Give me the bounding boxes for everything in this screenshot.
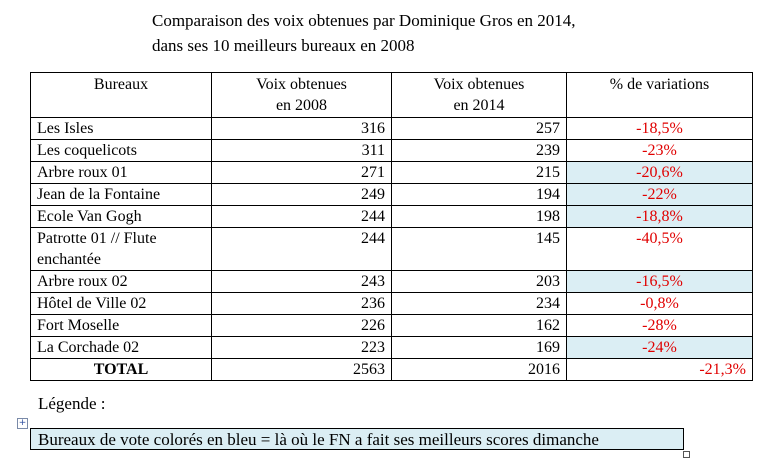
cell-voix-2008: 311 <box>211 139 392 162</box>
document-title: Comparaison des voix obtenues par Domini… <box>152 8 576 58</box>
cell-variation-highlighted: -24% <box>566 336 753 359</box>
cell-bureau: Arbre roux 01 <box>30 161 212 184</box>
total-row: TOTAL 2563 2016 -21,3% <box>30 358 753 381</box>
cell-voix-2014: 215 <box>391 161 567 184</box>
table-row: Ecole Van Gogh 244 198 -18,8% <box>30 205 753 228</box>
table-row: Les coquelicots 311 239 -23% <box>30 139 753 162</box>
header-row: Bureaux Voix obtenues en 2008 Voix obtenu… <box>30 72 753 118</box>
cell-bureau: La Corchade 02 <box>30 336 212 359</box>
title-line-1: Comparaison des voix obtenues par Domini… <box>152 11 576 30</box>
cell-voix-2008: 223 <box>211 336 392 359</box>
total-voix-2014: 2016 <box>391 358 567 381</box>
cell-bureau: Jean de la Fontaine <box>30 183 212 206</box>
cell-variation: -0,8% <box>566 292 753 315</box>
results-table: Bureaux Voix obtenues en 2008 Voix obtenu… <box>30 72 753 381</box>
cell-variation-highlighted: -18,8% <box>566 205 753 228</box>
cell-voix-2014: 145 <box>391 227 567 271</box>
cell-voix-2008: 244 <box>211 227 392 271</box>
legend-title: Légende : <box>38 394 106 413</box>
header-bureaux: Bureaux <box>30 72 212 118</box>
cell-variation: -23% <box>566 139 753 162</box>
cell-voix-2014: 257 <box>391 117 567 140</box>
cell-voix-2008: 236 <box>211 292 392 315</box>
cell-voix-2014: 162 <box>391 314 567 337</box>
cell-bureau: Ecole Van Gogh <box>30 205 212 228</box>
resize-handle-icon[interactable] <box>683 451 690 458</box>
total-variation: -21,3% <box>566 358 753 381</box>
cell-voix-2014: 203 <box>391 270 567 293</box>
cell-voix-2008: 226 <box>211 314 392 337</box>
total-voix-2008: 2563 <box>211 358 392 381</box>
cell-voix-2008: 244 <box>211 205 392 228</box>
cell-variation: -40,5% <box>566 227 753 271</box>
cell-voix-2014: 169 <box>391 336 567 359</box>
cell-bureau: Patrotte 01 // Flute enchantée <box>30 227 212 271</box>
cell-bureau: Fort Moselle <box>30 314 212 337</box>
move-handle-icon[interactable]: + <box>17 418 28 429</box>
cell-bureau: Les coquelicots <box>30 139 212 162</box>
cell-voix-2008: 316 <box>211 117 392 140</box>
cell-voix-2014: 234 <box>391 292 567 315</box>
table-row: Patrotte 01 // Flute enchantée 244 145 -… <box>30 227 753 271</box>
cell-bureau: Hôtel de Ville 02 <box>30 292 212 315</box>
table-row: Arbre roux 01 271 215 -20,6% <box>30 161 753 184</box>
legend-text-box[interactable]: Bureaux de vote colorés en bleu = là où … <box>30 428 684 450</box>
cell-voix-2014: 194 <box>391 183 567 206</box>
table-row: La Corchade 02 223 169 -24% <box>30 336 753 359</box>
title-line-2: dans ses 10 meilleurs bureaux en 2008 <box>152 36 415 55</box>
table-row: Hôtel de Ville 02 236 234 -0,8% <box>30 292 753 315</box>
cell-voix-2014: 198 <box>391 205 567 228</box>
table-row: Les Isles 316 257 -18,5% <box>30 117 753 140</box>
table-row: Arbre roux 02 243 203 -16,5% <box>30 270 753 293</box>
cell-voix-2008: 243 <box>211 270 392 293</box>
total-label: TOTAL <box>30 358 212 381</box>
cell-voix-2008: 249 <box>211 183 392 206</box>
header-voix-2008: Voix obtenues en 2008 <box>211 72 392 118</box>
cell-variation: -28% <box>566 314 753 337</box>
cell-voix-2014: 239 <box>391 139 567 162</box>
cell-bureau: Arbre roux 02 <box>30 270 212 293</box>
cell-bureau: Les Isles <box>30 117 212 140</box>
table-row: Jean de la Fontaine 249 194 -22% <box>30 183 753 206</box>
header-variation: % de variations <box>566 72 753 118</box>
cell-variation: -18,5% <box>566 117 753 140</box>
cell-voix-2008: 271 <box>211 161 392 184</box>
cell-variation-highlighted: -20,6% <box>566 161 753 184</box>
cell-variation-highlighted: -16,5% <box>566 270 753 293</box>
table-row: Fort Moselle 226 162 -28% <box>30 314 753 337</box>
cell-variation-highlighted: -22% <box>566 183 753 206</box>
header-voix-2014: Voix obtenues en 2014 <box>391 72 567 118</box>
